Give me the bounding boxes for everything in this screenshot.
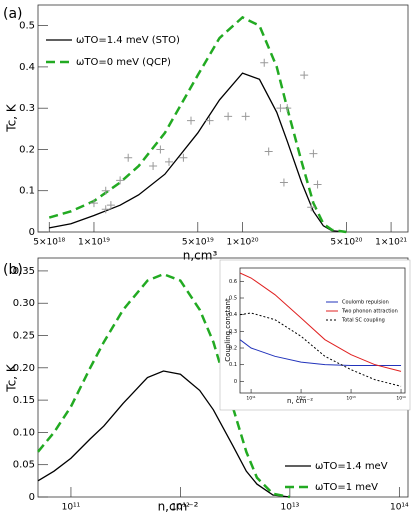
y-tick-label: 0.1 — [229, 362, 237, 368]
data-point — [283, 104, 292, 113]
y-tick-label: 0.5 — [229, 296, 237, 302]
y-tick-label: 0.4 — [229, 312, 237, 318]
data-point — [307, 203, 316, 212]
data-point — [179, 153, 188, 162]
y-tick-label: 0.20 — [13, 363, 35, 374]
y-axis-label: Coupling constant — [224, 298, 232, 362]
data-point — [106, 201, 115, 210]
y-tick-label: 0 — [234, 379, 237, 385]
y-axis-label: Tc, K — [5, 363, 19, 393]
x-tick-label: 5×10²⁰ — [330, 238, 362, 248]
data-point — [89, 199, 98, 208]
x-axis-label: n,cm⁻² — [158, 500, 199, 514]
data-point — [205, 116, 214, 125]
x-tick-label: 1×10²⁰ — [227, 238, 259, 248]
series-line — [239, 312, 402, 387]
x-tick-label: 10¹⁴ — [396, 396, 406, 402]
y-tick-label: 0.10 — [13, 427, 35, 438]
x-tick-label: 10¹¹ — [62, 503, 81, 513]
x-tick-label: 10¹² — [171, 503, 190, 513]
y-tick-label: 0.25 — [13, 331, 35, 342]
x-tick-label: 10¹¹ — [246, 396, 256, 402]
y-tick-label: 0.3 — [229, 329, 237, 335]
y-tick-label: 0.5 — [19, 21, 35, 32]
data-point — [101, 205, 110, 214]
plot-frame — [239, 267, 406, 394]
panel-label: (a) — [3, 6, 23, 22]
data-point — [224, 112, 233, 121]
data-point — [187, 116, 196, 125]
data-point — [313, 180, 322, 189]
data-point — [300, 71, 309, 80]
x-tick-label: 10¹⁴ — [390, 503, 409, 513]
y-axis-label: Tc, K — [5, 103, 19, 133]
data-point — [309, 149, 318, 158]
y-tick-label: 0 — [29, 492, 35, 503]
y-tick-label: 0.2 — [229, 346, 237, 352]
data-point — [116, 176, 125, 185]
legend-label: Total SC coupling — [341, 318, 385, 324]
panel-label: (b) — [3, 262, 23, 278]
data-point — [156, 145, 165, 154]
inset-background — [219, 259, 411, 411]
x-tick-label: 1×10¹⁹ — [78, 238, 110, 248]
series-line — [239, 272, 402, 372]
y-tick-label: 0.3 — [19, 103, 35, 114]
data-point — [149, 161, 158, 170]
series-line — [49, 72, 347, 233]
x-tick-label: 10¹³ — [346, 396, 356, 402]
plot-frame — [37, 4, 409, 233]
x-tick-label: 10¹³ — [281, 503, 300, 513]
y-tick-label: 0.4 — [19, 62, 35, 73]
y-tick-label: 0.30 — [13, 298, 35, 309]
data-point — [241, 112, 250, 121]
y-tick-label: 0.2 — [19, 144, 35, 155]
series-line — [37, 272, 291, 499]
data-point — [124, 153, 133, 162]
series-line — [239, 339, 402, 366]
x-tick-label: 1×10²¹ — [375, 238, 407, 248]
legend-label: ωTO=1.4 meV (STO) — [76, 35, 180, 46]
legend-label: ωTO=1 meV — [315, 482, 378, 493]
data-point — [260, 58, 269, 67]
legend-label: ωTO=0 meV (QCP) — [76, 57, 171, 68]
data-point — [165, 157, 174, 166]
chart: 0 0.1 0.2 0.3 0.4 0.5 5×10¹⁸ 1×10¹⁹ 5×10¹⁹ 1×10²⁰… — [3, 4, 409, 263]
x-axis-label: n,cm³ — [183, 249, 218, 263]
y-tick-label: 0.15 — [13, 395, 35, 406]
x-axis-label: n, cm⁻² — [287, 397, 313, 405]
series-line — [48, 15, 347, 234]
legend-label: Two phonon attraction — [341, 309, 398, 315]
x-tick-label: 5×10¹⁸ — [33, 238, 65, 248]
x-tick-label: 5×10¹⁹ — [182, 238, 214, 248]
y-tick-label: 0.35 — [13, 266, 35, 277]
series-line — [37, 370, 290, 498]
data-point — [276, 104, 285, 113]
data-point — [264, 147, 273, 156]
y-tick-label: 0.6 — [229, 279, 237, 285]
data-point — [101, 186, 110, 195]
legend-label: ωTO=1.4 meV — [315, 461, 388, 472]
y-tick-label: 0.05 — [13, 460, 35, 471]
y-tick-label: 0 — [29, 227, 35, 238]
x-tick-label: 10¹² — [296, 396, 306, 402]
data-point — [279, 178, 288, 187]
chart: 0 0.1 0.2 0.3 0.4 0.5 0.6 10¹¹ 10¹² 10¹³ 10¹⁴ Coupl… — [219, 259, 411, 411]
y-tick-label: 0.1 — [19, 186, 35, 197]
legend-label: Coulomb repulsion — [342, 300, 389, 306]
